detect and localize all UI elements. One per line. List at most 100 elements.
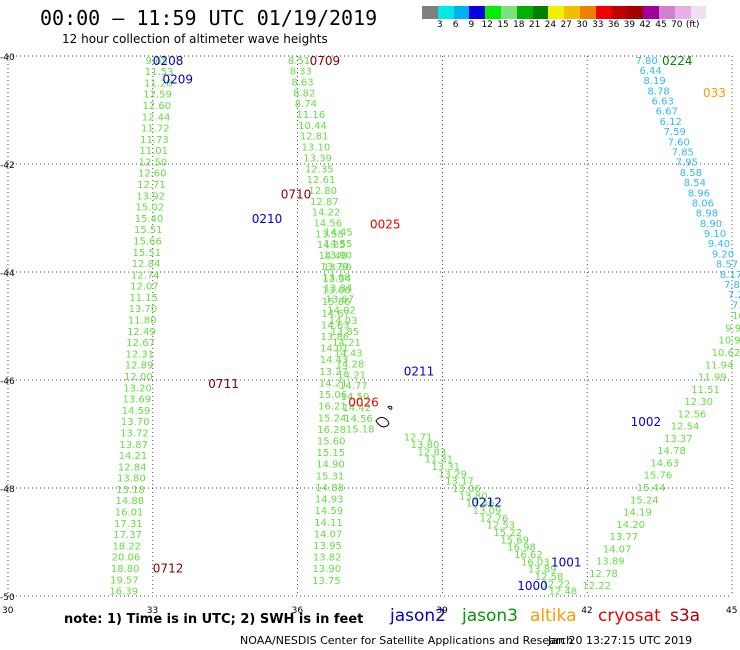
wave-height-value: 11.15: [129, 293, 158, 304]
wave-height-value: 14.63: [650, 458, 679, 469]
wave-height-value: 7.81: [724, 280, 740, 291]
wave-height-value: 9.40: [708, 239, 730, 250]
wave-height-value: 6.44: [639, 66, 661, 77]
wave-height-value: 12.53: [487, 521, 516, 532]
wave-height-value: 14.63: [321, 320, 350, 331]
lat-tick-label: -48: [0, 485, 15, 495]
color-scale-label: 9: [468, 20, 475, 30]
wave-height-value: 16.98: [507, 543, 536, 554]
wave-height-value: 12.22: [542, 579, 571, 590]
wave-height-value: 14.40: [319, 251, 348, 262]
wave-height-value: 12.44: [142, 112, 171, 123]
wave-height-value: 13.85: [331, 327, 360, 338]
color-swatch: [437, 6, 454, 19]
lat-tick-label: -40: [0, 53, 15, 63]
wave-height-value: 14.02: [327, 305, 356, 316]
wave-height-value: 13.75: [312, 576, 341, 587]
wave-height-value: 8.51: [288, 56, 310, 67]
color-swatch: [532, 6, 549, 19]
wave-height-value: 14.20: [616, 520, 645, 531]
wave-height-value: 15.66: [133, 236, 162, 247]
wave-height-value: 14.77: [339, 381, 368, 392]
wave-height-value: 13.06: [452, 484, 481, 495]
color-swatch: [422, 6, 438, 19]
wave-height-value: 7.85: [672, 148, 694, 159]
lat-tick-label: -50: [0, 593, 15, 603]
wave-height-value: 14.25: [317, 240, 346, 251]
color-scale-label: 12: [481, 20, 493, 30]
wave-height-value: 9.10: [704, 229, 726, 240]
wave-height-value: 14.01: [320, 344, 349, 355]
wave-height-value: 12.58: [535, 572, 564, 583]
wave-height-value: 12.56: [678, 409, 707, 420]
wave-height-value: 12.67: [126, 338, 155, 349]
wave-height-value: 19.57: [110, 575, 139, 586]
wave-height-value: 14.43: [320, 355, 349, 366]
wave-height-value: 11.80: [128, 316, 157, 327]
wave-height-value: 8.98: [696, 209, 718, 220]
wave-height-value: 12.48: [549, 587, 578, 598]
wave-height-value: 12.78: [589, 569, 618, 580]
color-scale-label: 21: [528, 20, 541, 30]
wave-height-value: 14.59: [122, 406, 151, 417]
color-scale-label: 6: [452, 20, 459, 30]
wave-height-value: 13.77: [610, 532, 639, 543]
pass-time-label: 0211: [404, 364, 435, 378]
satellite-legend-cryosat: cryosat: [598, 606, 661, 626]
pass-time-label: 0710: [281, 188, 312, 202]
wave-height-value: 12.60: [142, 101, 171, 112]
wave-height-value: 15.15: [317, 448, 346, 459]
wave-height-value: 8.06: [692, 198, 714, 209]
wave-height-value: 16.01: [115, 508, 144, 519]
wave-height-value: 6.12: [660, 117, 682, 128]
wave-height-value: 14.03: [329, 316, 358, 327]
pass-time-label: 0026: [348, 396, 379, 410]
wave-height-value: 14.42: [342, 403, 371, 414]
wave-height-value: 13.89: [528, 565, 557, 576]
lat-tick-label: -42: [0, 161, 15, 171]
wave-height-value: 10.05: [732, 311, 740, 322]
wave-height-value: 17.31: [114, 519, 143, 530]
color-swatch: [580, 6, 596, 19]
pass-time-label: 0711: [208, 377, 239, 391]
page-title: 00:00 – 11:59 UTC 01/19/2019: [40, 6, 378, 30]
lon-tick-label: 42: [581, 606, 592, 616]
wave-height-value: 13.80: [117, 474, 146, 485]
pass-time-label: 0709: [310, 54, 341, 68]
wave-height-value: 14.07: [314, 529, 343, 540]
lon-tick-label: 36: [292, 606, 304, 616]
wave-height-value: 11.51: [691, 385, 720, 396]
pass-time-label: 1000: [517, 579, 548, 593]
wave-height-value: 12.07: [130, 282, 159, 293]
color-swatch: [469, 6, 486, 19]
color-scale-label: 15: [497, 20, 509, 30]
color-swatch: [564, 6, 580, 19]
wave-height-value: 13.00: [322, 286, 351, 297]
color-swatch: [690, 6, 707, 19]
wave-height-value: 13.80: [411, 440, 440, 451]
wave-height-value: 12.54: [671, 422, 700, 433]
wave-height-value: 12.30: [684, 397, 713, 408]
wave-height-value: 13.79: [320, 262, 349, 273]
wave-height-value: 8.74: [295, 99, 317, 110]
wave-height-value: 7.60: [668, 137, 690, 148]
wave-height-value: 20.06: [112, 553, 141, 564]
wave-height-value: 12.35: [305, 164, 334, 175]
wave-height-value: 8.82: [293, 88, 315, 99]
wave-height-value: 8.33: [290, 67, 312, 78]
wave-height-value: 15.18: [346, 425, 375, 436]
wave-height-value: 12.00: [124, 372, 153, 383]
wave-height-value: 13.84: [324, 284, 353, 295]
wave-height-value: 14.55: [324, 239, 353, 250]
pass-time-label: 0025: [370, 217, 401, 231]
wave-height-value: 14.21: [332, 338, 361, 349]
wave-height-value: 13.55: [315, 229, 344, 240]
credit-line: NOAA/NESDIS Center for Satellite Applica…: [240, 634, 574, 647]
wave-height-value: 14.93: [315, 495, 344, 506]
wave-height-value: 18.80: [111, 564, 140, 575]
footnote: note: 1) Time is in UTC; 2) SWH is in fe…: [64, 612, 364, 627]
wave-height-value: 8.58: [680, 168, 702, 179]
wave-height-value: 8.54: [684, 178, 706, 189]
